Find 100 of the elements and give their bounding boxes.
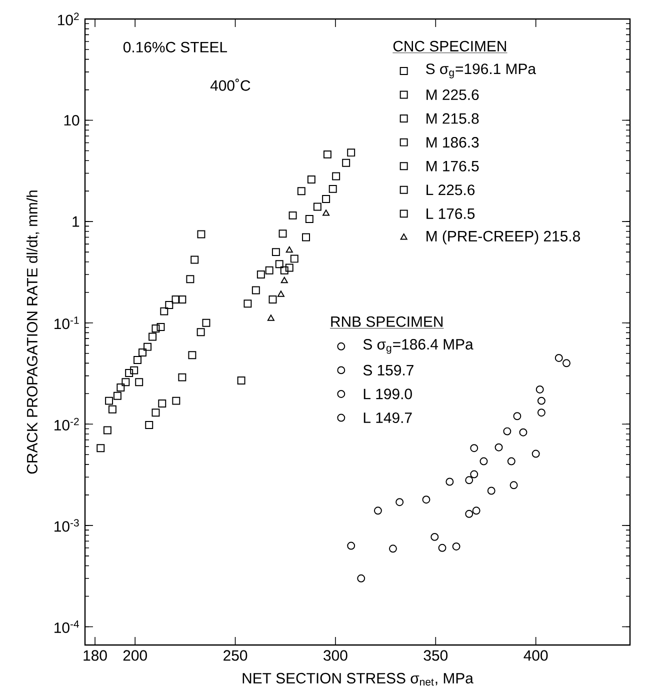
point <box>297 187 306 196</box>
x-tick-label: 250 <box>224 650 248 661</box>
point <box>562 359 570 368</box>
point <box>186 275 194 284</box>
legend-label: M 186.3 <box>426 137 479 148</box>
annotation: 0.16%C STEEL <box>123 42 228 52</box>
point <box>116 384 125 392</box>
y-tick-label: 10$^{2}$ <box>58 12 79 26</box>
point <box>244 300 252 308</box>
point <box>470 470 478 478</box>
point <box>267 314 274 321</box>
point <box>272 248 280 256</box>
point <box>513 412 522 420</box>
point <box>357 574 366 582</box>
point <box>278 230 287 238</box>
legend-label: L 225.6 <box>426 184 475 196</box>
y-axis-title: CRACK PROPAGATION RATE dl/dt, mm/h <box>26 190 40 474</box>
point <box>196 328 205 336</box>
point <box>519 428 528 436</box>
point <box>134 356 142 364</box>
point <box>396 498 404 506</box>
point <box>537 396 546 405</box>
point <box>145 421 154 430</box>
point <box>465 510 474 518</box>
legend-label: L 149.7 <box>364 412 412 424</box>
point <box>135 378 144 386</box>
point <box>256 270 265 279</box>
point <box>152 324 160 332</box>
point <box>472 506 480 515</box>
legend-label: S σ$_{g}$=196.1 MPa <box>426 64 536 78</box>
point <box>237 376 246 384</box>
point <box>503 427 512 436</box>
y-tick-label: 10$^{-1}$ <box>54 316 79 330</box>
point <box>430 532 439 541</box>
x-tick-label: 400 <box>524 650 548 661</box>
point <box>438 544 446 552</box>
point <box>510 481 518 490</box>
point <box>322 210 330 216</box>
point <box>536 385 544 394</box>
point <box>103 426 112 434</box>
x-tick-label: 350 <box>424 650 448 661</box>
point <box>554 354 563 362</box>
point <box>138 348 146 356</box>
point <box>470 444 478 452</box>
point <box>130 366 138 374</box>
point <box>172 296 180 304</box>
point <box>532 450 540 458</box>
point <box>96 444 105 452</box>
y-tick-label: 1 <box>72 216 80 227</box>
point <box>323 150 332 158</box>
point <box>302 233 310 242</box>
point <box>252 286 260 294</box>
annotation: RNB SPECIMEN <box>331 316 442 327</box>
point <box>507 457 516 466</box>
point <box>122 378 130 386</box>
point <box>347 148 356 157</box>
point <box>313 202 322 211</box>
point <box>125 369 134 377</box>
point <box>280 276 288 284</box>
point <box>165 301 174 310</box>
legend-label: M 176.5 <box>426 160 479 172</box>
x-tick-label: 200 <box>123 650 147 661</box>
point <box>280 266 288 274</box>
legend-label: S 159.7 <box>363 364 414 376</box>
point <box>202 318 210 327</box>
point <box>265 266 274 274</box>
point <box>113 392 122 400</box>
point <box>188 351 196 360</box>
point <box>286 246 293 253</box>
y-tick-label: 10 <box>64 114 80 126</box>
legend-label: L 199.0 <box>364 388 412 400</box>
y-tick-label: 10$^{-4}$ <box>54 620 80 633</box>
point <box>452 542 460 550</box>
point <box>152 408 160 417</box>
point <box>275 260 284 268</box>
point <box>158 399 166 408</box>
point <box>160 307 168 316</box>
point <box>305 215 314 223</box>
point <box>178 373 186 382</box>
annotation: CNC SPECIMEN <box>393 40 506 52</box>
point <box>288 211 297 220</box>
point <box>268 296 277 304</box>
point <box>465 476 474 484</box>
point <box>144 342 152 351</box>
annotation: 400˚C <box>210 78 250 91</box>
point <box>328 184 337 193</box>
legend-label: L 176.5 <box>426 208 475 219</box>
point <box>342 158 350 167</box>
legend-label: S σ$_{g}$=186.4 MPa <box>363 339 474 354</box>
point <box>172 396 180 405</box>
point <box>388 544 397 553</box>
point <box>537 408 546 417</box>
point <box>487 486 496 495</box>
point <box>108 405 116 414</box>
legend-label: M 225.6 <box>426 89 479 100</box>
x-axis-title: NET SECTION STRESS σ$_{net}$, MPa <box>242 672 474 686</box>
y-tick-label: 10$^{-2}$ <box>54 418 79 430</box>
y-tick-label: 10$^{-3}$ <box>54 519 79 532</box>
point <box>322 195 330 204</box>
point <box>197 230 206 238</box>
